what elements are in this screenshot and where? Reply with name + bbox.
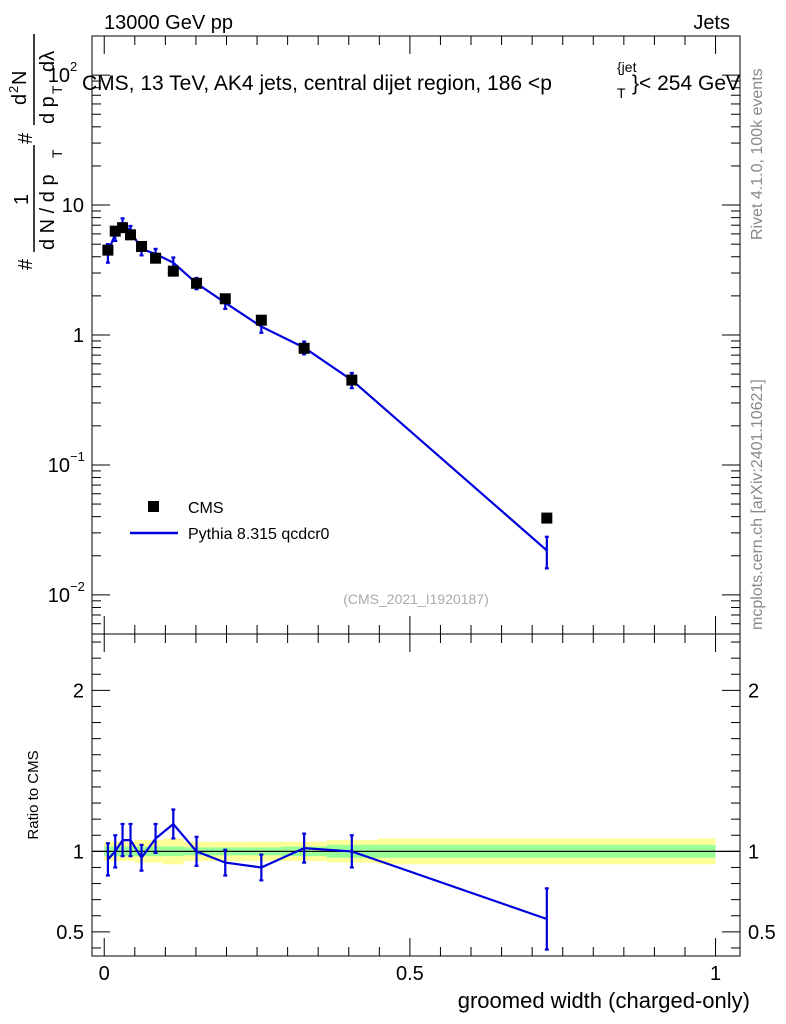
y-label-den: d N / d p <box>37 174 59 250</box>
cms-data-point <box>102 244 114 256</box>
x-tick-label: 1 <box>710 963 721 985</box>
ratio-panel-frame <box>91 633 741 957</box>
ratio-y-tick-label-right: 0.5 <box>748 922 776 944</box>
ratio-panel-plot <box>92 634 740 956</box>
cms-data-point <box>219 293 231 305</box>
y-label-hash2: # <box>15 132 37 144</box>
x-axis-label: groomed width (charged-only) <box>458 988 750 1013</box>
top-y-tick-label: 10 <box>48 455 70 477</box>
y-label-T: T <box>49 149 65 158</box>
side-label-bottom: mcplots.cern.ch [arXiv:2401.10621] <box>749 379 766 630</box>
chart-title-end: }< 254 GeV <box>632 72 740 95</box>
chart-title-sup: {jet <box>617 59 637 75</box>
y-label-lam: dλ <box>37 51 59 72</box>
legend-label-pythia: Pythia 8.315 qcdcr0 <box>188 526 330 543</box>
header-right: Jets <box>693 12 730 34</box>
cms-data-point <box>346 374 358 386</box>
cms-data-point <box>125 229 137 241</box>
y-label-den2: d p <box>37 96 59 124</box>
top-y-tick-label: 10 <box>48 65 70 87</box>
chart-title: CMS, 13 TeV, AK4 jets, central dijet reg… <box>82 72 552 95</box>
y-label-hash: # <box>15 258 37 270</box>
chart-title-sub: T <box>617 85 626 101</box>
cms-data-point <box>541 512 553 524</box>
y-label-T2: T <box>49 85 65 94</box>
chart-title-main: CMS, 13 TeV, AK4 jets, central dijet reg… <box>82 72 552 95</box>
top-y-label: # 1 d N / d p T # d 2 N d p T dλ <box>6 34 65 270</box>
ratio-y-tick-label-right: 1 <box>748 841 759 863</box>
cms-data-point <box>109 225 121 237</box>
ratio-y-tick-label-right: 2 <box>748 680 759 702</box>
top-y-tick-label: 10 <box>62 195 84 217</box>
cms-data-point <box>136 240 148 252</box>
legend-label-cms: CMS <box>188 500 224 517</box>
top-y-tick-label-exp: −2 <box>70 579 85 594</box>
x-tick-label: 0.5 <box>396 963 424 985</box>
y-label-two: 2 <box>6 86 21 93</box>
top-y-tick-label: 10 <box>48 585 70 607</box>
y-label-N: N <box>9 71 31 85</box>
y-label-one: 1 <box>11 194 33 205</box>
top-panel-plot <box>92 35 740 635</box>
ratio-y-label: Ratio to CMS <box>25 750 42 839</box>
cms-data-point <box>191 277 203 289</box>
ratio-y-tick-label: 2 <box>73 680 84 702</box>
ratio-y-tick-labels: 0.5 0.5 1 1 2 2 <box>56 680 776 944</box>
x-tick-labels: 0 0.5 1 <box>99 963 721 985</box>
top-y-tick-label-exp: −1 <box>70 449 85 464</box>
analysis-tag: (CMS_2021_I1920187) <box>343 591 489 607</box>
cms-data-point <box>167 265 179 277</box>
cms-data-point <box>298 342 310 354</box>
legend-marker-cms <box>148 501 159 512</box>
cms-data-point <box>117 222 129 234</box>
top-y-tick-label: 1 <box>73 325 84 347</box>
ratio-y-tick-label: 1 <box>73 841 84 863</box>
side-label-top: Rivet 4.1.0, 100k events <box>749 68 766 240</box>
header-left: 13000 GeV pp <box>104 12 233 34</box>
cms-data-point <box>150 252 162 264</box>
top-y-tick-label-exp: 2 <box>70 59 77 74</box>
top-panel-frame <box>91 35 741 635</box>
y-label-num: d <box>9 94 31 105</box>
ratio-y-tick-label: 0.5 <box>56 922 84 944</box>
cms-data-point <box>255 314 267 326</box>
x-tick-label: 0 <box>99 963 110 985</box>
